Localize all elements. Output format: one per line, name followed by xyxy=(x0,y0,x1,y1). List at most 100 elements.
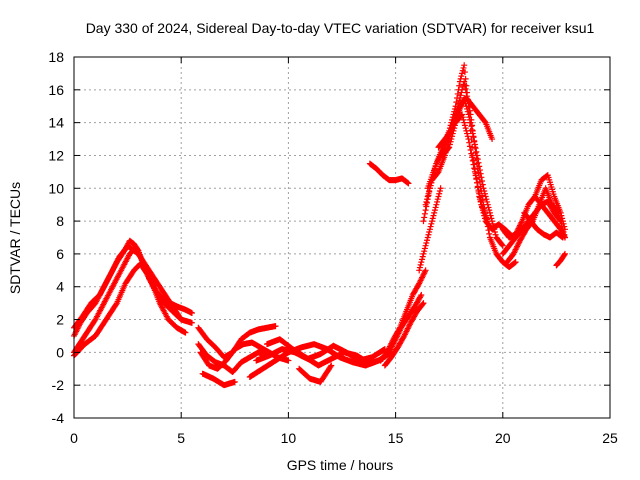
data-point xyxy=(422,201,429,208)
data-point xyxy=(463,89,470,96)
data-point xyxy=(561,226,568,233)
data-point xyxy=(475,187,482,194)
data-point xyxy=(433,201,440,208)
data-point xyxy=(478,174,485,181)
data-point xyxy=(182,329,189,336)
data-point xyxy=(425,190,432,197)
data-point xyxy=(458,89,465,96)
data-point xyxy=(420,300,427,307)
data-point xyxy=(471,168,478,175)
data-point xyxy=(486,209,493,216)
data-point xyxy=(490,223,497,230)
y-tick-label: -2 xyxy=(52,377,65,393)
data-point xyxy=(446,141,453,148)
data-point xyxy=(458,73,465,80)
data-point xyxy=(486,230,493,237)
data-point xyxy=(456,82,463,89)
y-tick-label: 14 xyxy=(48,115,64,131)
data-point xyxy=(561,250,568,257)
data-point xyxy=(485,204,492,211)
data-point xyxy=(437,185,444,192)
data-point xyxy=(484,218,491,225)
data-point xyxy=(472,145,479,152)
data-point xyxy=(492,231,499,238)
data-point xyxy=(558,212,565,219)
data-point xyxy=(464,108,471,115)
data-point xyxy=(450,127,457,134)
y-tick-label: 0 xyxy=(56,344,64,360)
y-tick-label: 2 xyxy=(56,312,64,328)
data-point xyxy=(464,130,471,137)
data-point xyxy=(416,264,423,271)
data-point xyxy=(489,136,496,143)
data-point xyxy=(461,95,468,102)
data-point xyxy=(454,90,461,97)
data-point xyxy=(489,220,496,227)
data-point xyxy=(421,248,428,255)
data-point xyxy=(461,62,468,69)
data-point xyxy=(469,157,476,164)
data-point xyxy=(459,114,466,121)
data-point xyxy=(451,125,458,132)
data-point xyxy=(461,97,468,104)
x-tick-label: 5 xyxy=(177,430,185,446)
data-point xyxy=(499,242,506,249)
data-point xyxy=(449,130,456,137)
data-point xyxy=(464,105,471,112)
data-point xyxy=(466,114,473,121)
data-point xyxy=(429,218,436,225)
data-point xyxy=(466,116,473,123)
x-axis-label: GPS time / hours xyxy=(287,457,394,473)
data-point xyxy=(423,239,430,246)
data-point xyxy=(473,176,480,183)
data-point xyxy=(421,245,428,252)
data-point xyxy=(483,196,490,203)
data-point xyxy=(474,152,481,159)
data-point xyxy=(451,122,458,129)
data-point xyxy=(465,136,472,143)
data-point xyxy=(328,362,335,369)
data-point xyxy=(424,237,431,244)
data-point xyxy=(559,234,566,241)
data-point xyxy=(561,252,568,259)
data-point xyxy=(419,256,426,263)
data-point xyxy=(477,198,484,205)
data-point xyxy=(178,316,185,323)
y-tick-label: 16 xyxy=(48,82,64,98)
data-point xyxy=(470,134,477,141)
x-tick-label: 25 xyxy=(602,430,618,446)
data-point xyxy=(559,215,566,222)
data-point xyxy=(405,180,412,187)
data-point xyxy=(463,127,470,134)
data-point xyxy=(467,119,474,126)
data-point xyxy=(327,363,334,370)
y-tick-label: -4 xyxy=(52,410,65,426)
data-point xyxy=(476,163,483,170)
data-point xyxy=(421,210,428,217)
data-point xyxy=(272,323,279,330)
data-point xyxy=(557,209,564,216)
data-point xyxy=(471,165,478,172)
data-point xyxy=(429,215,436,222)
data-points xyxy=(71,62,568,389)
data-point xyxy=(426,188,433,195)
data-point xyxy=(427,223,434,230)
data-point xyxy=(463,103,470,110)
y-axis-label: SDTVAR / TECUs xyxy=(7,182,23,294)
data-point xyxy=(448,136,455,143)
data-point xyxy=(434,198,441,205)
plot-frame xyxy=(73,56,611,419)
data-point xyxy=(476,194,483,201)
y-tick-label: 4 xyxy=(56,279,64,295)
data-point xyxy=(475,159,482,166)
data-point xyxy=(491,229,498,236)
data-point xyxy=(560,220,567,227)
data-point xyxy=(459,86,466,93)
data-point xyxy=(465,111,472,118)
data-point xyxy=(476,167,483,174)
data-point xyxy=(461,122,468,129)
data-point xyxy=(445,145,452,152)
data-point xyxy=(486,207,493,214)
data-point xyxy=(456,97,463,104)
data-point xyxy=(485,227,492,234)
